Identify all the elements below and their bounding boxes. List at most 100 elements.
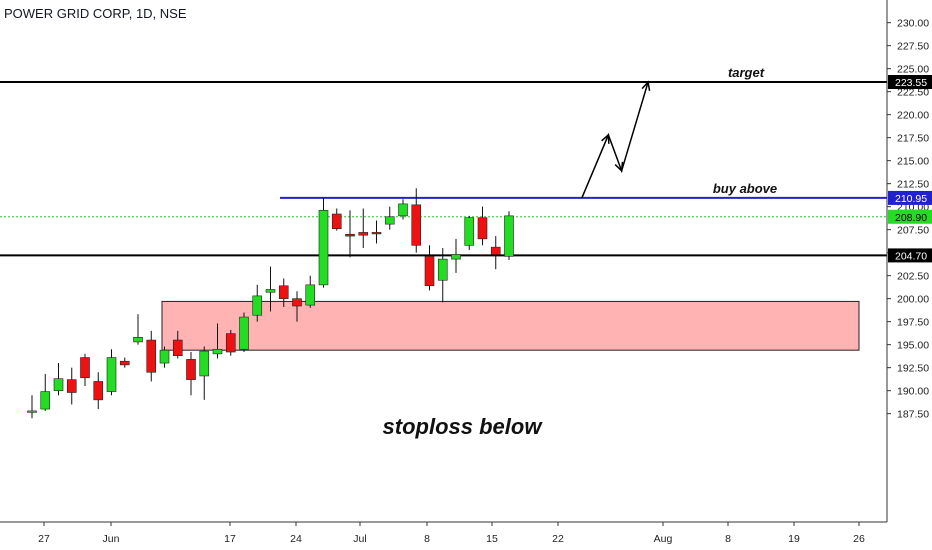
candle — [40, 374, 51, 411]
candle — [464, 215, 475, 250]
candle-body — [345, 233, 355, 237]
y-tick-label: 202.50 — [897, 271, 929, 283]
price-label: 223.55 — [895, 77, 927, 89]
candle-body — [80, 357, 90, 379]
y-tick-label: 195.00 — [897, 340, 929, 352]
candle-body — [437, 258, 448, 281]
projection-path — [581, 81, 649, 199]
candle-body — [93, 381, 104, 401]
candle — [146, 330, 157, 382]
candle-body — [133, 336, 143, 343]
candle-body — [106, 357, 117, 392]
buy-above-label: buy above — [713, 181, 777, 196]
x-tick-label: 26 — [853, 533, 865, 545]
arrowhead-down — [614, 161, 624, 173]
x-tick-label: 15 — [486, 533, 498, 545]
price-axis-bg — [887, 0, 932, 550]
candle-body — [371, 232, 382, 235]
candle — [212, 323, 223, 359]
candle — [490, 236, 501, 270]
candle — [504, 211, 514, 261]
candle-body — [490, 246, 501, 255]
candle-body — [384, 216, 395, 225]
candle — [345, 210, 355, 258]
candle-body — [305, 284, 316, 306]
y-tick-label: 187.50 — [897, 409, 929, 421]
price-label-box — [888, 190, 932, 205]
y-tick-label: 220.00 — [897, 110, 929, 122]
candle — [477, 206, 488, 246]
stoploss-zone — [161, 300, 860, 351]
candle-body — [464, 217, 475, 246]
price-label: 204.70 — [895, 250, 927, 262]
candle-body — [27, 410, 37, 413]
y-tick-label: 227.50 — [897, 41, 929, 53]
candle — [451, 238, 461, 273]
y-tick-label: 207.50 — [897, 225, 929, 237]
y-tick-label: 217.50 — [897, 133, 929, 145]
candle-body — [252, 295, 263, 316]
x-tick-label: 19 — [788, 533, 800, 545]
candle-body — [292, 298, 302, 307]
y-tick-label: 200.00 — [897, 294, 929, 306]
y-tick-label: 192.50 — [897, 363, 929, 375]
candle-body — [477, 217, 488, 240]
candle — [371, 220, 382, 244]
price-label-box — [888, 248, 932, 263]
candle-body — [424, 256, 435, 287]
x-tick-label: Jun — [103, 533, 120, 545]
candle — [358, 208, 369, 249]
x-tick-label: Aug — [654, 533, 673, 545]
candle — [159, 346, 170, 368]
x-tick-label: 17 — [224, 533, 236, 545]
candle-body — [199, 350, 210, 377]
candle-body — [172, 339, 183, 356]
candle — [93, 372, 104, 410]
candle — [384, 206, 395, 230]
target-label: target — [728, 65, 765, 80]
candle — [278, 278, 289, 307]
candle — [186, 352, 196, 396]
y-tick-label: 215.00 — [897, 156, 929, 168]
candle — [252, 284, 263, 322]
candle — [106, 349, 117, 396]
x-tick-label: 22 — [552, 533, 564, 545]
candle — [199, 346, 210, 400]
candle — [411, 188, 422, 253]
arrowhead-up-2 — [641, 80, 651, 92]
candle — [27, 395, 37, 419]
candle-body — [278, 285, 289, 299]
candle — [119, 357, 130, 368]
chart-title: POWER GRID CORP, 1D, NSE — [4, 6, 187, 21]
arrowhead-up-1 — [601, 133, 610, 144]
candle-body — [186, 359, 196, 380]
candle-body — [40, 391, 51, 410]
candle — [80, 353, 90, 387]
candle-body — [53, 378, 64, 391]
candle-body — [66, 379, 77, 393]
candle — [66, 367, 77, 405]
candle-body — [331, 213, 342, 230]
candle-body — [119, 360, 130, 366]
candle-body — [411, 204, 422, 246]
price-label-box — [888, 75, 932, 89]
candle — [239, 312, 249, 353]
x-tick-label: Jul — [353, 533, 366, 545]
candle-body — [239, 316, 249, 350]
price-label: 210.95 — [895, 193, 927, 205]
candle-body — [451, 254, 461, 260]
y-tick-label: 225.00 — [897, 64, 929, 76]
x-tick-label: 8 — [424, 533, 430, 545]
candle-body — [159, 349, 170, 364]
candle — [265, 266, 276, 312]
candle-body — [212, 348, 223, 355]
candle-body — [504, 215, 514, 257]
candle — [331, 208, 342, 231]
stoploss-label: stoploss below — [383, 414, 544, 439]
candle-body — [265, 289, 276, 293]
y-tick-label: 197.50 — [897, 317, 929, 329]
candle — [53, 363, 64, 396]
candle — [398, 199, 408, 220]
candle — [424, 245, 435, 291]
